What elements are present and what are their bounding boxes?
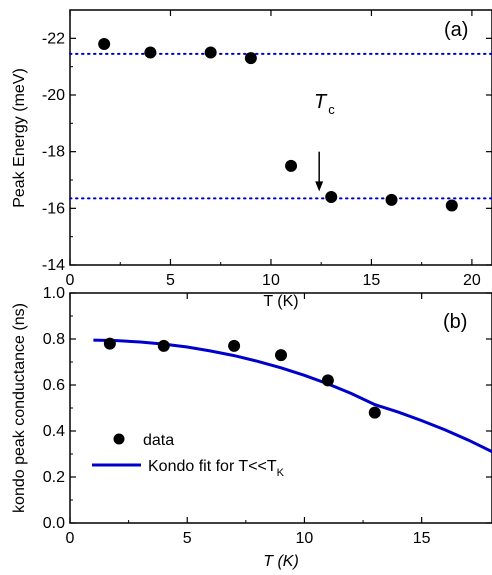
a-x-tick-label: 15 [363, 272, 381, 289]
data-points-b [103, 337, 381, 419]
data-point [445, 199, 458, 212]
tc-label-subscript: c [328, 102, 335, 117]
b-x-tick-label: 15 [413, 530, 431, 547]
data-point [103, 337, 116, 350]
data-point [157, 339, 170, 352]
y-axis-label-b: kondo peak conductance (ns) [11, 303, 28, 513]
legend-marker-data [113, 433, 125, 445]
panel-label-a: (a) [444, 19, 468, 41]
data-point [385, 193, 398, 206]
b-y-tick-label: 0.8 [43, 331, 65, 348]
data-point [275, 349, 287, 362]
reference-lines-a [69, 52, 492, 200]
legend-label-fit-subscript: K [277, 467, 285, 479]
axis-ticks-b: 0 5 10 15 0.0 0.2 0.4 0.6 0.8 1.0 [43, 285, 492, 547]
data-point [325, 191, 338, 203]
a-x-tick-label: 0 [66, 272, 75, 289]
panel-b: 0 5 10 15 0.0 0.2 0.4 0.6 0.8 1.0 (b) T (K) kondo… [11, 285, 492, 570]
data-point [228, 339, 241, 352]
a-y-tick-label: -16 [42, 200, 65, 217]
tc-label-main: T [314, 91, 328, 113]
b-y-tick-label: 0.0 [43, 515, 65, 532]
legend: data Kondo fit for T<<TK [92, 432, 285, 479]
b-y-tick-label: 0.2 [43, 469, 65, 486]
data-point [244, 52, 257, 65]
b-y-tick-label: 1.0 [43, 285, 65, 302]
a-y-tick-label: -14 [42, 257, 65, 274]
data-point [285, 159, 298, 172]
b-x-tick-label: 10 [296, 530, 314, 547]
x-axis-label-b: T (K) [263, 553, 299, 570]
a-y-tick-label: -20 [42, 87, 65, 104]
data-point [144, 46, 157, 59]
a-x-tick-label: 10 [262, 272, 280, 289]
x-axis-label-b-text: T (K) [263, 553, 299, 570]
b-x-tick-label: 5 [183, 530, 192, 547]
plot-frame-a [69, 9, 492, 266]
panel-a: 0 5 10 15 20 -14 -16 -18 -20 -22 (a) T (K) Peak E… [11, 9, 492, 310]
data-point [98, 38, 111, 50]
a-x-tick-label: 5 [166, 272, 175, 289]
data-point [204, 46, 217, 59]
legend-label-fit-main: Kondo fit for T<<T [148, 458, 277, 475]
data-points-a [98, 38, 458, 212]
panel-label-b: (b) [443, 311, 467, 333]
a-x-tick-label: 20 [463, 272, 481, 289]
plot-frame-b [69, 292, 492, 524]
y-axis-label-a: Peak Energy (meV) [11, 68, 28, 208]
b-x-tick-label: 0 [66, 530, 75, 547]
b-y-tick-label: 0.4 [43, 423, 65, 440]
legend-label-fit: Kondo fit for T<<TK [148, 458, 285, 479]
axis-ticks-a: 0 5 10 15 20 -14 -16 -18 -20 -22 [42, 10, 492, 289]
a-y-tick-label: -22 [42, 30, 65, 47]
x-axis-label-a: T (K) [263, 293, 298, 310]
data-point [321, 374, 334, 387]
tc-arrow-head [315, 181, 324, 192]
legend-label-data: data [143, 432, 174, 449]
data-point [368, 406, 381, 419]
b-y-tick-label: 0.6 [43, 377, 65, 394]
a-y-tick-label: -18 [42, 144, 65, 161]
